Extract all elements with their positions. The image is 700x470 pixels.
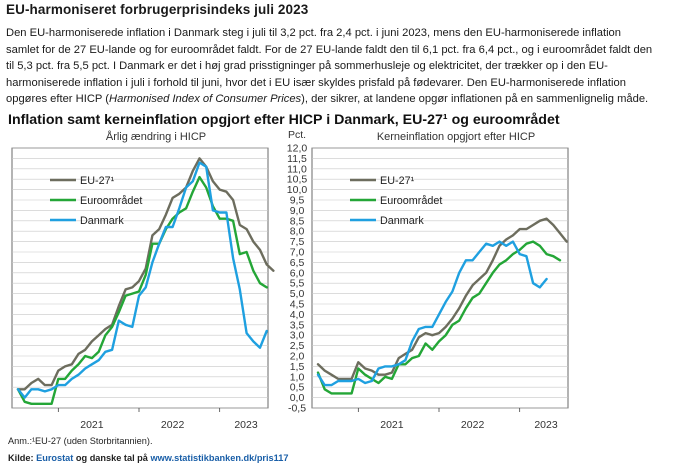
chart-subtitle: Kerneinflation opgjort efter HICP: [377, 131, 535, 143]
y-tick-label: 5,5: [290, 278, 305, 290]
source-middle: og danske tal på: [73, 453, 151, 463]
series-line-2: [316, 240, 562, 395]
plot-frame: [311, 147, 569, 409]
y-tick-label: 1,5: [290, 361, 305, 373]
source-line: Kilde: Eurostat og danske tal på www.sta…: [8, 453, 289, 463]
y-unit-label: Pct.: [288, 129, 306, 141]
intro-text-italic: Harmonised Index of Consumer Prices: [109, 93, 302, 106]
y-tick-label: 7,0: [290, 247, 305, 259]
y-tick-label: 8,5: [290, 215, 305, 227]
y-tick-label: 4,0: [290, 309, 305, 321]
y-tick-label: 10,0: [287, 184, 308, 196]
chart-heading: Inflation samt kerneinflation opgjort ef…: [8, 112, 560, 128]
legend-label: Danmark: [380, 215, 424, 227]
page-title: EU-harmoniseret forbrugerprisindeks juli…: [6, 2, 309, 17]
y-tick-label: 8,0: [290, 226, 305, 238]
x-tick-label: 2022: [461, 419, 485, 431]
series-line-3: [16, 161, 268, 399]
footnote: Anm.:¹EU-27 (uden Storbritannien).: [8, 436, 153, 446]
source-label: Kilde:: [8, 453, 37, 463]
charts-figure: 2021 2022 2023 Årlig ændring i HICP EU-27¹ Eu…: [11, 129, 569, 431]
legend-label: EU-27¹: [380, 175, 415, 187]
y-tick-label: 12,0: [287, 143, 308, 155]
x-tick-label: 2023: [234, 419, 258, 431]
y-tick-label: -0,5: [288, 403, 306, 415]
intro-paragraph: Den EU-harmoniserede inflation i Danmark…: [6, 25, 656, 108]
series-line-3: [316, 240, 548, 387]
y-tick-label: 9,5: [290, 195, 305, 207]
y-tick-label: 3,5: [290, 319, 305, 331]
x-tick-label: 2021: [80, 419, 104, 431]
y-tick-label: 2,0: [290, 351, 305, 363]
intro-text-b: ), der sikrer, at landene opgør inflatio…: [301, 93, 649, 106]
y-tick-label: 11,5: [287, 153, 307, 165]
y-tick-label: 7,5: [290, 236, 305, 248]
y-tick-label: 0,0: [290, 392, 305, 404]
y-tick-label: 0,5: [290, 382, 305, 394]
x-tick-label: 2023: [534, 419, 558, 431]
eurostat-link[interactable]: Eurostat: [36, 453, 74, 463]
y-tick-label: 6,5: [290, 257, 305, 269]
y-tick-label: 1,0: [290, 371, 305, 383]
y-tick-label: 6,0: [290, 267, 305, 279]
chart-subtitle: Årlig ændring i HICP: [106, 130, 206, 143]
y-tick-label: 11,0: [287, 163, 307, 175]
y-tick-label: 3,0: [290, 330, 305, 342]
legend-label: Danmark: [80, 215, 124, 227]
y-tick-label: 9,0: [290, 205, 305, 217]
y-tick-label: 5,0: [290, 288, 305, 300]
x-tick-label: 2022: [161, 419, 185, 431]
y-tick-label: 4,5: [290, 299, 305, 311]
series-line-2: [16, 175, 268, 405]
legend-label: EU-27¹: [80, 175, 115, 187]
y-tick-label: 10,5: [287, 174, 308, 186]
series-line-1: [316, 217, 568, 381]
y-tick-label: 2,5: [290, 340, 305, 352]
series-line-1: [16, 157, 275, 391]
chart-panel-1: 2021 2022 2023 Årlig ændring i HICP EU-27¹ Eu…: [11, 130, 275, 431]
intro-text-a: Den EU-harmoniserede inflation i Danmark…: [6, 27, 653, 106]
legend-label: Euroområdet: [380, 195, 442, 207]
chart-panel-2: 2021 2022 2023 Kerneinflation opgjort efter…: [311, 131, 569, 431]
statistikbanken-link[interactable]: www.statistikbanken.dk/pris117: [150, 453, 289, 463]
legend-label: Euroområdet: [80, 195, 142, 207]
x-tick-label: 2021: [380, 419, 404, 431]
